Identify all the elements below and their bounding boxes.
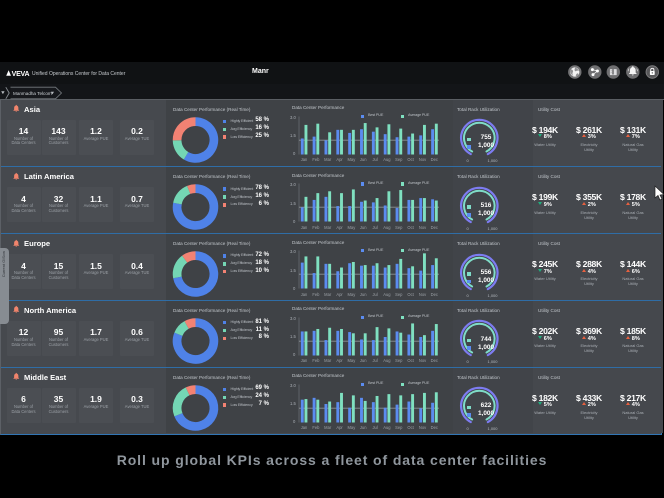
svg-text:VEVA: VEVA xyxy=(12,70,30,76)
svg-text:Manmadha Telcom: Manmadha Telcom xyxy=(13,91,52,96)
